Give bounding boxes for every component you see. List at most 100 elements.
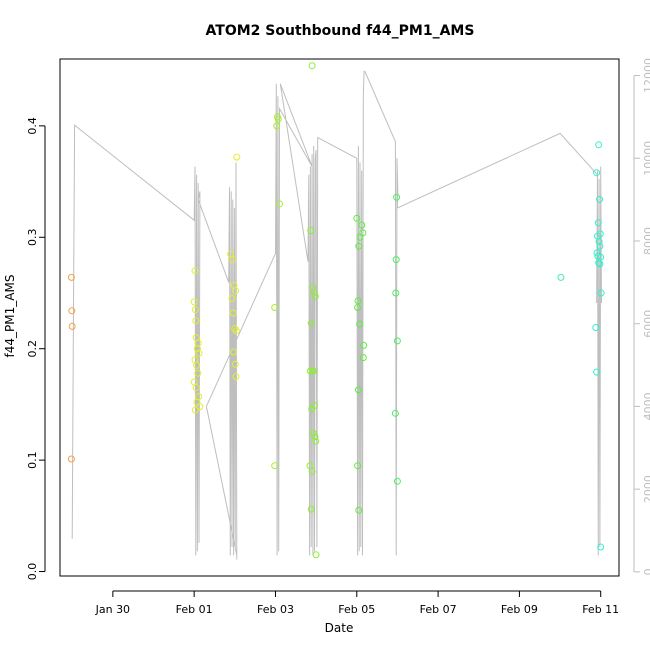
data-point — [592, 324, 600, 331]
data-point — [232, 373, 240, 381]
data-point — [359, 354, 367, 362]
data-point — [190, 298, 198, 306]
data-point — [593, 169, 601, 177]
data-point — [596, 242, 604, 250]
data-point — [593, 368, 601, 376]
data-point — [228, 295, 236, 303]
data-point — [276, 200, 283, 208]
data-point — [360, 341, 368, 349]
x-tick-label: Feb 01 — [176, 603, 213, 616]
data-point — [355, 242, 363, 250]
data-point — [595, 259, 603, 267]
data-point — [596, 195, 603, 203]
data-point — [271, 462, 279, 470]
x-tick-label: Feb 09 — [501, 603, 538, 616]
plot-frame — [59, 58, 620, 577]
data-point — [230, 348, 238, 356]
x-tick-label: Feb 05 — [338, 603, 375, 616]
data-point — [271, 304, 279, 311]
data-point — [308, 405, 316, 413]
data-point — [195, 349, 203, 357]
data-point — [192, 317, 200, 325]
y2-tick-label: 6000 — [642, 310, 650, 338]
data-point — [307, 505, 315, 513]
data-point — [67, 273, 75, 281]
data-point — [191, 406, 199, 414]
data-point — [193, 345, 201, 353]
data-point — [354, 386, 362, 394]
data-point — [306, 367, 314, 375]
data-point — [594, 219, 602, 227]
data-point — [356, 233, 364, 241]
y-tick-label: 0.4 — [26, 117, 39, 135]
data-point — [596, 260, 604, 268]
data-point — [231, 360, 239, 368]
chart-title: ATOM2 Southbound f44_PM1_AMS — [206, 23, 475, 39]
data-point — [274, 115, 282, 123]
data-point — [355, 506, 363, 514]
data-point — [309, 429, 317, 437]
y-tick-label: 0.3 — [26, 229, 39, 247]
data-point — [354, 297, 362, 305]
secondary-series-line — [71, 70, 602, 560]
data-point — [593, 249, 601, 257]
data-point — [68, 307, 76, 315]
data-point — [229, 256, 237, 264]
data-point — [196, 403, 204, 411]
data-point — [232, 327, 240, 335]
data-point — [194, 369, 202, 377]
data-point — [307, 319, 315, 327]
data-point — [191, 306, 199, 314]
y2-tick-label: 12000 — [642, 58, 650, 93]
data-point — [354, 462, 362, 470]
data-point — [393, 337, 401, 345]
data-point — [193, 361, 201, 369]
y2-tick-label: 8000 — [642, 227, 650, 255]
axes-layer: Jan 30 Feb 01 Feb 03 Feb 05 Feb 07 Feb 09 Feb … — [26, 58, 650, 616]
points-layer — [67, 62, 605, 559]
data-point — [191, 267, 199, 275]
data-point — [311, 433, 319, 441]
data-point — [192, 384, 200, 392]
x-axis-label: Date — [325, 621, 354, 635]
data-point — [356, 320, 364, 328]
data-point — [392, 256, 400, 264]
data-point — [392, 289, 400, 297]
data-point — [307, 227, 315, 235]
y2-tick-label: 4000 — [642, 392, 650, 420]
secondary-line-layer — [71, 70, 602, 560]
data-point — [273, 122, 281, 130]
y-tick-label: 0.1 — [26, 451, 39, 469]
data-point — [312, 437, 320, 445]
data-point — [557, 273, 565, 281]
data-point — [308, 62, 316, 70]
data-point — [68, 322, 76, 330]
data-point — [391, 409, 399, 417]
y2-tick-label: 0 — [642, 568, 650, 575]
data-point — [354, 304, 362, 311]
data-point — [393, 477, 401, 485]
data-point — [597, 289, 605, 297]
y-tick-label: 0.2 — [26, 340, 39, 358]
data-point — [232, 287, 240, 295]
y2-tick-label: 10000 — [642, 141, 650, 176]
data-point — [312, 551, 320, 559]
x-tick-label: Feb 07 — [420, 603, 457, 616]
data-point — [308, 467, 316, 475]
data-point — [595, 238, 603, 246]
data-point — [310, 367, 318, 375]
data-point — [595, 141, 603, 149]
data-point — [229, 309, 237, 317]
data-point — [353, 214, 361, 222]
y-tick-label: 0.0 — [26, 563, 39, 581]
y-axis-label: f44_PM1_AMS — [3, 275, 17, 358]
x-tick-label: Feb 11 — [582, 603, 619, 616]
data-point — [393, 193, 401, 201]
data-point — [67, 455, 75, 463]
data-point — [233, 153, 241, 161]
data-point — [311, 292, 319, 300]
data-point — [310, 289, 318, 297]
x-tick-label: Feb 03 — [257, 603, 294, 616]
data-point — [597, 543, 605, 551]
